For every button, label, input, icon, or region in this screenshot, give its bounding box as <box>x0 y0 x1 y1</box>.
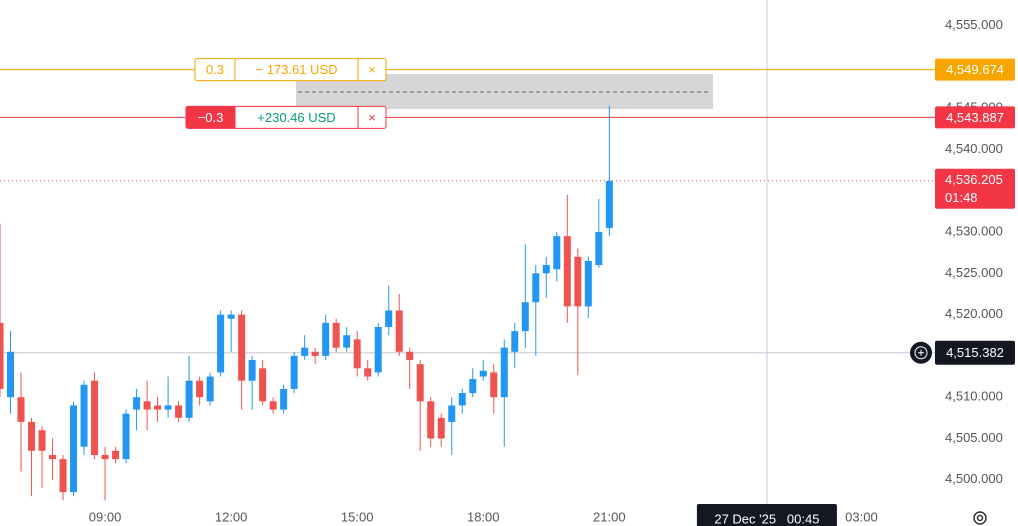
candle-body <box>248 360 256 381</box>
x-tick-label: 09:00 <box>89 509 122 524</box>
candle-body <box>17 397 25 422</box>
candle-body <box>28 421 36 451</box>
candle-body <box>0 322 4 389</box>
candle-body <box>353 339 361 369</box>
candle-body <box>133 397 141 410</box>
candle-body <box>458 393 466 406</box>
order-qty-bg <box>186 106 235 129</box>
candle-body <box>185 380 193 418</box>
candle-body <box>605 180 613 228</box>
y-tick-label: 4,510.000 <box>945 389 1003 404</box>
candle-body <box>91 380 99 455</box>
x-tick-label: 03:00 <box>845 509 878 524</box>
candle-body <box>374 326 382 373</box>
candle-body <box>259 368 267 402</box>
crosshair-time-bg <box>696 504 837 526</box>
y-tick-label: 4,500.000 <box>945 471 1003 486</box>
candle-body <box>574 256 582 307</box>
candle-body <box>269 401 277 410</box>
candle-body <box>196 380 204 398</box>
x-tick-label: 15:00 <box>341 509 374 524</box>
candle-body <box>427 401 435 439</box>
candle-body <box>206 376 214 402</box>
crosshair-price-label: 4,515.382 <box>946 345 1004 360</box>
candle-body <box>143 401 151 410</box>
candle-body <box>301 347 309 356</box>
candle-body <box>217 314 225 373</box>
candle-body <box>406 351 414 361</box>
candle-body <box>227 314 235 319</box>
add-icon <box>918 349 924 356</box>
order-qty: 0.3 <box>206 62 224 77</box>
order-close[interactable]: × <box>368 110 376 125</box>
x-tick-label: 21:00 <box>593 509 626 524</box>
y-tick-label: 4,520.000 <box>945 306 1003 321</box>
last-price-label: 4,536.205 <box>945 172 1003 187</box>
candle-body <box>164 405 172 410</box>
candle-body <box>448 405 456 422</box>
candle-body <box>385 310 393 327</box>
settings-icon[interactable] <box>973 511 987 525</box>
order-price-bg <box>935 106 1015 129</box>
order-price-bg <box>935 58 1015 81</box>
candle-body <box>70 405 78 493</box>
candle-body <box>332 322 340 348</box>
candle-body <box>322 322 330 356</box>
candle-body <box>238 314 246 381</box>
candle-body <box>80 384 88 447</box>
candle-body <box>280 388 288 410</box>
candle-body <box>343 335 351 348</box>
last-price-bg <box>935 168 1015 209</box>
candle-body <box>521 302 529 332</box>
candle-body <box>563 236 571 307</box>
x-tick-label: 18:00 <box>467 509 500 524</box>
candle-body <box>154 405 162 410</box>
candle-body <box>511 331 519 352</box>
order-qty: −0.3 <box>198 110 224 125</box>
candle-body <box>49 454 57 460</box>
countdown-label: 01:48 <box>945 190 978 205</box>
candle-body <box>416 364 424 402</box>
candle-body <box>469 379 477 394</box>
candle-body <box>542 265 550 274</box>
order-box <box>194 58 387 82</box>
order-close[interactable]: × <box>368 62 376 77</box>
candle-body <box>101 454 109 460</box>
y-tick-label: 4,555.000 <box>945 17 1003 32</box>
y-tick-label: 4,525.000 <box>945 265 1003 280</box>
candle-body <box>479 370 487 377</box>
candle-body <box>122 413 130 460</box>
y-tick-label: 4,530.000 <box>945 223 1003 238</box>
candle-body <box>38 430 46 451</box>
candle-body <box>500 347 508 398</box>
order-price-label: 4,543.887 <box>946 110 1004 125</box>
y-tick-label: 4,505.000 <box>945 430 1003 445</box>
candle-body <box>59 459 67 493</box>
candle-body <box>290 355 298 389</box>
candle-body <box>532 273 540 303</box>
order-label[interactable]: −0.3 +230.46 USD × <box>185 105 387 129</box>
candle-body <box>553 236 561 270</box>
order-pnl: − 173.61 USD <box>255 62 337 77</box>
order-price-label: 4,549.674 <box>946 62 1004 77</box>
candle-body <box>7 351 15 398</box>
candle-body <box>584 260 592 307</box>
y-tick-label: 4,540.000 <box>945 141 1003 156</box>
candle-body <box>437 417 445 439</box>
order-pnl: +230.46 USD <box>257 110 335 125</box>
candle-body <box>490 372 498 398</box>
add-icon <box>914 346 928 360</box>
candle-body <box>364 368 372 377</box>
candle-body <box>311 351 319 356</box>
order-label[interactable]: 0.3 − 173.61 USD × <box>194 58 387 82</box>
candle-body <box>595 232 603 266</box>
crosshair-time-label: 27 Dec '25 00:45 <box>714 511 819 526</box>
candle-body <box>395 310 403 352</box>
x-tick-label: 12:00 <box>215 509 248 524</box>
candle-body <box>112 450 120 460</box>
crosshair-price-bg <box>935 340 1015 365</box>
candle-body <box>175 405 183 418</box>
